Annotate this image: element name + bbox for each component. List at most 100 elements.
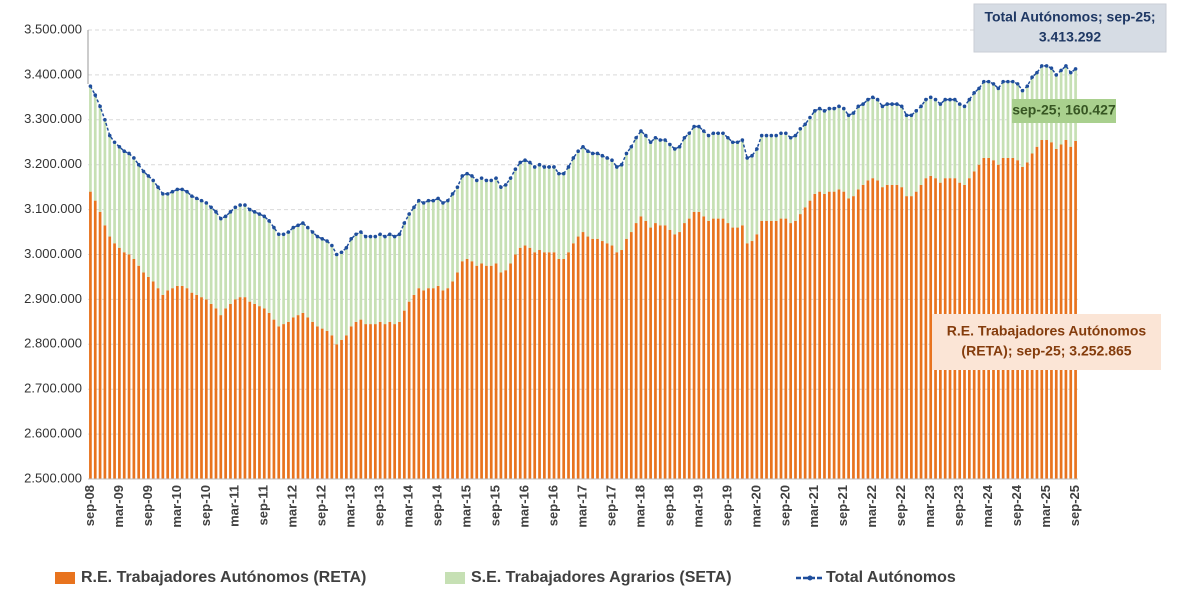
bar-segment	[794, 135, 797, 221]
total-point	[653, 135, 658, 140]
y-tick-label: 2.900.000	[24, 291, 82, 306]
total-point	[344, 245, 349, 250]
total-point	[479, 176, 484, 180]
bar-segment	[291, 317, 295, 479]
total-point	[571, 156, 576, 160]
bar-segment	[596, 238, 599, 479]
bar-segment	[301, 312, 305, 479]
total-point	[426, 198, 431, 203]
bar-segment	[354, 321, 358, 479]
total-point	[503, 183, 508, 187]
bar-segment	[272, 227, 276, 320]
bar-segment	[504, 270, 508, 479]
bar-segment	[359, 319, 363, 479]
total-point	[639, 129, 643, 133]
bar-segment	[340, 339, 343, 479]
bar-segment	[475, 180, 479, 266]
bar-segment	[533, 166, 537, 253]
bar-segment	[885, 184, 889, 479]
bar-segment	[914, 110, 918, 192]
bar-segment	[200, 200, 203, 298]
bar-segment	[958, 104, 962, 183]
bar-segment	[837, 189, 841, 479]
bar-segment	[750, 155, 754, 242]
x-tick-label: sep-10	[198, 485, 213, 526]
bar-segment	[808, 200, 812, 479]
total-point	[136, 162, 141, 167]
bar-segment	[142, 171, 145, 273]
y-tick-label: 3.400.000	[24, 66, 82, 81]
bar-segment	[407, 301, 411, 479]
bar-segment	[369, 324, 372, 479]
bar-segment	[523, 160, 527, 246]
bar-segment	[475, 265, 479, 479]
total-point	[368, 234, 373, 239]
total-point	[991, 82, 996, 86]
total-point	[841, 106, 846, 111]
total-point	[721, 131, 725, 136]
x-tick-label: sep-18	[661, 485, 676, 526]
x-tick-label: mar-14	[401, 484, 416, 527]
bar-segment	[552, 166, 556, 253]
bar-segment	[716, 218, 720, 479]
bar-segment	[195, 294, 199, 479]
bar-segment	[267, 220, 271, 313]
bar-segment	[605, 243, 609, 479]
total-point	[750, 153, 754, 158]
bar-segment	[142, 272, 145, 479]
bar-segment	[852, 113, 855, 197]
bar-segment	[282, 234, 285, 325]
total-point	[151, 178, 155, 183]
x-tick-label: mar-09	[111, 485, 126, 528]
bar-segment	[741, 225, 744, 479]
bar-segment	[1059, 144, 1063, 479]
total-point	[523, 158, 527, 163]
bar-segment	[103, 225, 107, 479]
bar-segment	[697, 126, 701, 212]
bar-segment	[712, 218, 715, 479]
bar-segment	[571, 157, 575, 244]
bar-segment	[166, 193, 170, 291]
total-point	[484, 178, 489, 183]
total-point	[779, 131, 783, 136]
bar-segment	[1001, 81, 1005, 158]
total-point	[682, 135, 687, 140]
total-point	[247, 207, 252, 212]
total-point	[397, 232, 402, 237]
bar-segment	[731, 227, 735, 479]
bar-segment	[919, 106, 923, 185]
bar-segment	[229, 211, 232, 304]
bar-segment	[518, 162, 522, 248]
total-point	[938, 102, 943, 106]
bar-segment	[712, 133, 715, 219]
bar-segment	[697, 211, 701, 479]
bar-segment	[668, 144, 672, 230]
bar-segment	[774, 135, 778, 221]
bar-segment	[277, 234, 281, 327]
bar-segment	[586, 151, 590, 237]
bar-segment	[692, 126, 696, 212]
x-tick-label: mar-19	[690, 485, 705, 528]
total-point	[1035, 70, 1039, 75]
bar-segment	[847, 115, 850, 199]
bar-segment	[147, 276, 150, 479]
bar-segment	[745, 243, 749, 479]
bar-segment	[861, 104, 865, 185]
total-point	[875, 97, 880, 102]
total-point	[537, 162, 542, 167]
total-point	[262, 214, 267, 219]
total-point	[827, 106, 832, 111]
bar-segment	[330, 335, 334, 479]
bar-segment	[745, 157, 749, 244]
total-point	[808, 115, 812, 120]
bar-segment	[258, 306, 261, 479]
bar-segment	[543, 252, 546, 479]
bar-segment	[967, 99, 971, 179]
total-point	[595, 151, 600, 156]
bar-segment	[485, 180, 488, 266]
bar-segment	[489, 180, 493, 266]
bar-segment	[736, 227, 739, 479]
legend-swatch	[445, 572, 465, 584]
total-point	[581, 144, 585, 149]
bar-segment	[195, 198, 199, 295]
